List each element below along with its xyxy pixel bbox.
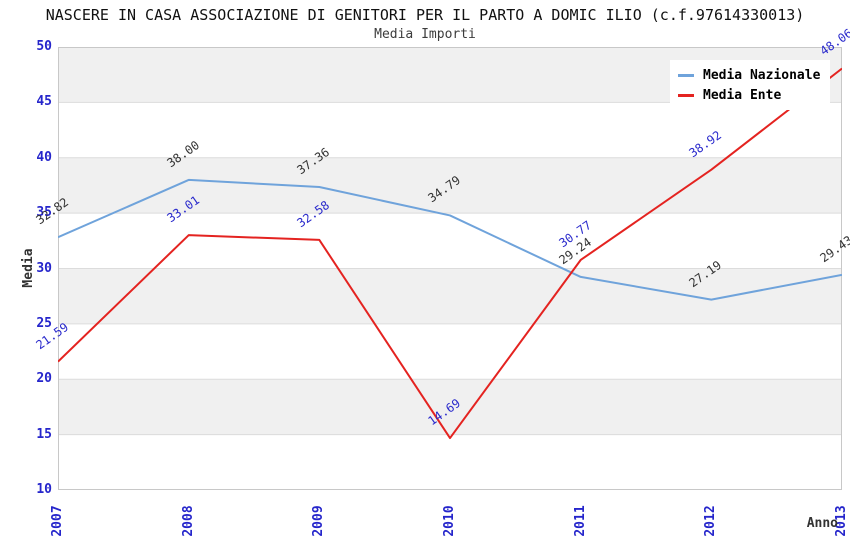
y-tick-label: 25 bbox=[36, 315, 52, 331]
x-tick-label: 2009 bbox=[311, 505, 327, 537]
plot-canvas bbox=[58, 47, 842, 490]
legend: Media Nazionale Media Ente bbox=[670, 60, 831, 110]
y-tick-label: 10 bbox=[36, 482, 52, 497]
y-tick-label: 50 bbox=[36, 39, 52, 54]
background-band bbox=[58, 268, 842, 324]
x-tick-label: 2012 bbox=[703, 505, 719, 537]
x-tick-label: 2008 bbox=[180, 505, 196, 537]
x-tick-label: 2010 bbox=[442, 505, 457, 537]
x-axis-title: Anno bbox=[806, 516, 838, 531]
y-axis-title: Media bbox=[21, 248, 36, 288]
y-tick-label: 30 bbox=[36, 260, 52, 276]
y-tick-label: 35 bbox=[36, 205, 52, 221]
y-tick-label: 20 bbox=[36, 371, 52, 387]
background-band bbox=[58, 157, 842, 214]
plot-area bbox=[58, 47, 842, 490]
chart-title: NASCERE IN CASA ASSOCIAZIONE DI GENITORI… bbox=[45, 6, 805, 24]
series-line-media-nazionale bbox=[58, 178, 842, 301]
x-tick-label: 2007 bbox=[50, 505, 65, 537]
series-line-media-ente bbox=[58, 67, 842, 440]
y-tick-label: 45 bbox=[36, 94, 52, 110]
legend-label: Media Ente bbox=[703, 87, 782, 103]
legend-label: Media Nazionale bbox=[703, 67, 821, 83]
legend-item: Media Ente bbox=[678, 85, 820, 105]
legend-line-swatch bbox=[678, 93, 694, 97]
background-band bbox=[58, 379, 842, 435]
chart-subtitle: Media Importi bbox=[374, 27, 476, 42]
legend-line-swatch bbox=[678, 73, 694, 77]
plot-border bbox=[58, 47, 842, 490]
y-tick-label: 15 bbox=[36, 426, 52, 442]
legend-item: Media Nazionale bbox=[678, 65, 820, 85]
x-tick-label: 2011 bbox=[572, 505, 588, 537]
y-tick-label: 40 bbox=[36, 149, 52, 165]
